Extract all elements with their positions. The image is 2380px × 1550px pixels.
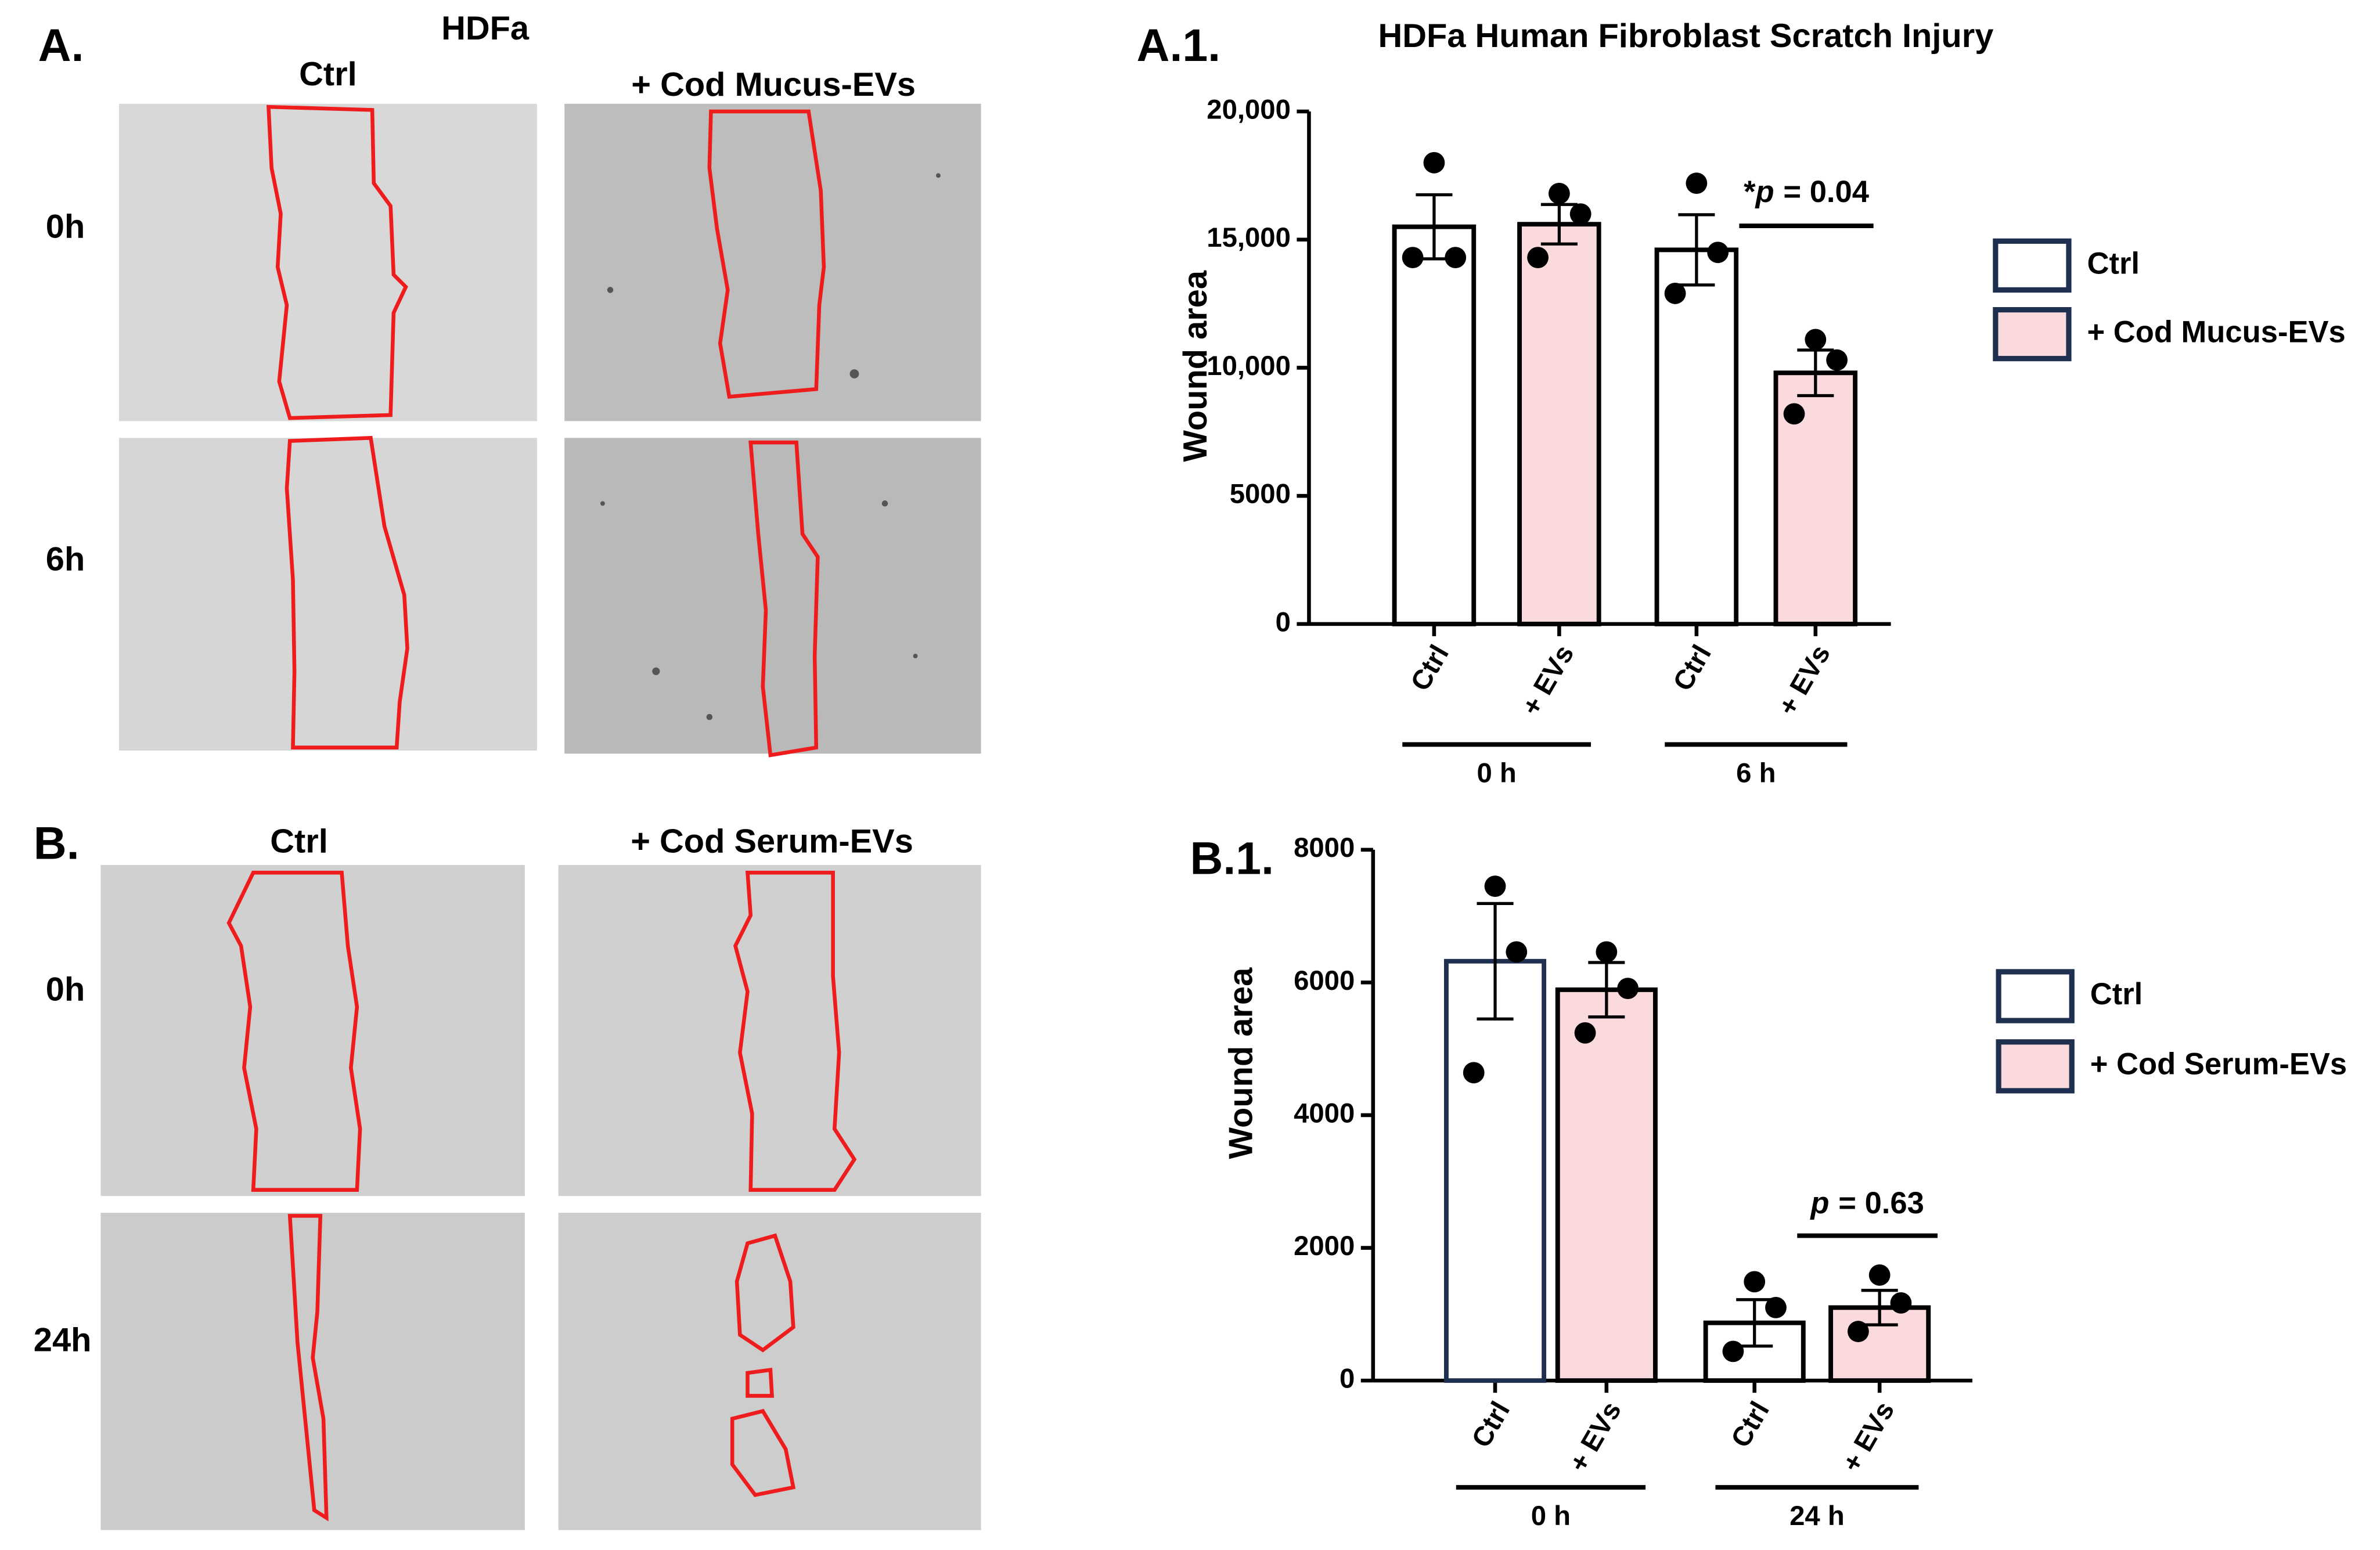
y-tick-label: 5000 bbox=[1230, 479, 1291, 510]
data-point bbox=[1463, 1062, 1485, 1084]
significance-label: p = 0.63 bbox=[1809, 1186, 1924, 1220]
bar bbox=[1654, 247, 1739, 626]
panel-label: A.1. bbox=[1137, 20, 1221, 71]
y-tick-label: 6000 bbox=[1294, 965, 1355, 996]
significance-part: = 0.63 bbox=[1838, 1186, 1924, 1220]
y-tick-label: 20,000 bbox=[1207, 94, 1291, 125]
bar bbox=[1443, 958, 1547, 1383]
bar bbox=[1392, 224, 1477, 626]
row-label: 24h bbox=[34, 1322, 92, 1359]
data-point bbox=[1402, 247, 1424, 269]
data-point bbox=[1783, 403, 1805, 425]
data-point bbox=[1574, 1022, 1596, 1044]
data-point bbox=[1484, 875, 1506, 897]
micrograph-panel-a: A. HDFa Ctrl + Cod Mucus-EVs 0h 6h bbox=[38, 10, 981, 758]
x-tick-label: + EVs bbox=[1772, 640, 1837, 720]
y-tick-label: 15,000 bbox=[1207, 222, 1291, 253]
data-point bbox=[1707, 241, 1729, 264]
micrograph bbox=[100, 865, 525, 1196]
y-tick-label: 0 bbox=[1276, 607, 1291, 637]
bar bbox=[1555, 987, 1658, 1383]
panel-label: B.1. bbox=[1190, 833, 1274, 884]
significance-part: = 0.04 bbox=[1783, 175, 1869, 209]
significance-part: * bbox=[1744, 175, 1756, 209]
row-label: 0h bbox=[46, 208, 85, 246]
micrograph bbox=[564, 103, 981, 421]
y-axis-label: Wound area bbox=[1177, 270, 1214, 462]
data-point bbox=[1617, 978, 1639, 1000]
chart-title: HDFa Human Fibroblast Scratch Injury bbox=[1378, 17, 1994, 55]
group-label: 6 h bbox=[1736, 758, 1776, 788]
data-point bbox=[1765, 1297, 1787, 1318]
data-point bbox=[1868, 1264, 1891, 1286]
data-point bbox=[1826, 349, 1848, 371]
data-point bbox=[1805, 329, 1827, 351]
column-label: + Cod Serum-EVs bbox=[631, 823, 913, 860]
micrograph bbox=[118, 438, 537, 751]
x-tick-label: Ctrl bbox=[1405, 640, 1455, 696]
y-tick-label: 0 bbox=[1340, 1364, 1355, 1394]
significance-label: *p = 0.04 bbox=[1744, 175, 1869, 209]
row-label: 0h bbox=[46, 971, 85, 1008]
legend-swatch bbox=[1996, 1039, 2075, 1094]
row-label: 6h bbox=[46, 540, 85, 578]
cell-line: HDFa bbox=[441, 10, 530, 47]
x-tick-label: + EVs bbox=[1516, 640, 1580, 720]
legend-label: Ctrl bbox=[2087, 246, 2140, 280]
wound-outline bbox=[266, 104, 826, 758]
micrograph-panel-b: B. Ctrl + Cod Serum-EVs 0h 24h bbox=[34, 817, 981, 1530]
significance-part: p bbox=[1809, 1186, 1829, 1220]
x-tick-label: Ctrl bbox=[1725, 1396, 1776, 1452]
data-point bbox=[1847, 1321, 1869, 1342]
chart: A.1. HDFa Human Fibroblast Scratch Injury… bbox=[1137, 17, 2346, 788]
chart: B.1. Wound area 0 2000 4000 6000 8000 Ctrl + EVs… bbox=[1190, 832, 2347, 1531]
legend-label: + Cod Serum-EVs bbox=[2090, 1047, 2347, 1082]
data-point bbox=[1686, 172, 1708, 194]
column-label: + Cod Mucus-EVs bbox=[631, 66, 916, 103]
data-point bbox=[1664, 283, 1686, 304]
y-tick-label: 8000 bbox=[1294, 832, 1355, 863]
data-point bbox=[1596, 941, 1618, 963]
micrograph bbox=[118, 103, 537, 421]
x-tick-label: + EVs bbox=[1836, 1396, 1900, 1477]
y-tick-label: 4000 bbox=[1294, 1098, 1355, 1129]
data-point bbox=[1445, 247, 1467, 269]
significance-part: p bbox=[1755, 175, 1774, 209]
panel-label: A. bbox=[38, 20, 84, 71]
debris bbox=[600, 173, 941, 720]
group-label: 0 h bbox=[1477, 758, 1516, 788]
data-point bbox=[1722, 1340, 1744, 1362]
legend-swatch bbox=[1993, 307, 2072, 362]
data-point bbox=[1744, 1271, 1766, 1293]
micrograph bbox=[558, 865, 981, 1196]
y-tick-label: 2000 bbox=[1294, 1231, 1355, 1261]
data-point bbox=[1423, 152, 1445, 174]
x-tick-label: Ctrl bbox=[1667, 640, 1718, 696]
x-tick-label: + EVs bbox=[1563, 1396, 1628, 1477]
data-point bbox=[1890, 1292, 1912, 1314]
wound-outline bbox=[226, 870, 857, 1522]
data-point bbox=[1569, 203, 1592, 225]
data-point bbox=[1506, 941, 1528, 963]
y-tick-label: 10,000 bbox=[1207, 351, 1291, 381]
micrograph bbox=[564, 438, 981, 754]
x-tick-label: Ctrl bbox=[1466, 1396, 1516, 1452]
legend-label: + Cod Mucus-EVs bbox=[2087, 315, 2346, 349]
legend-label: Ctrl bbox=[2090, 977, 2143, 1011]
y-axis-label: Wound area bbox=[1223, 967, 1260, 1159]
legend-swatch bbox=[1993, 238, 2072, 293]
bar bbox=[1517, 222, 1601, 626]
group-label: 0 h bbox=[1531, 1501, 1571, 1531]
group-label: 24 h bbox=[1789, 1501, 1845, 1531]
data-point bbox=[1527, 247, 1549, 269]
column-label: Ctrl bbox=[299, 56, 357, 93]
panel-label: B. bbox=[34, 817, 80, 868]
column-label: Ctrl bbox=[270, 823, 328, 860]
legend-swatch bbox=[1996, 969, 2075, 1023]
data-point bbox=[1548, 182, 1570, 204]
